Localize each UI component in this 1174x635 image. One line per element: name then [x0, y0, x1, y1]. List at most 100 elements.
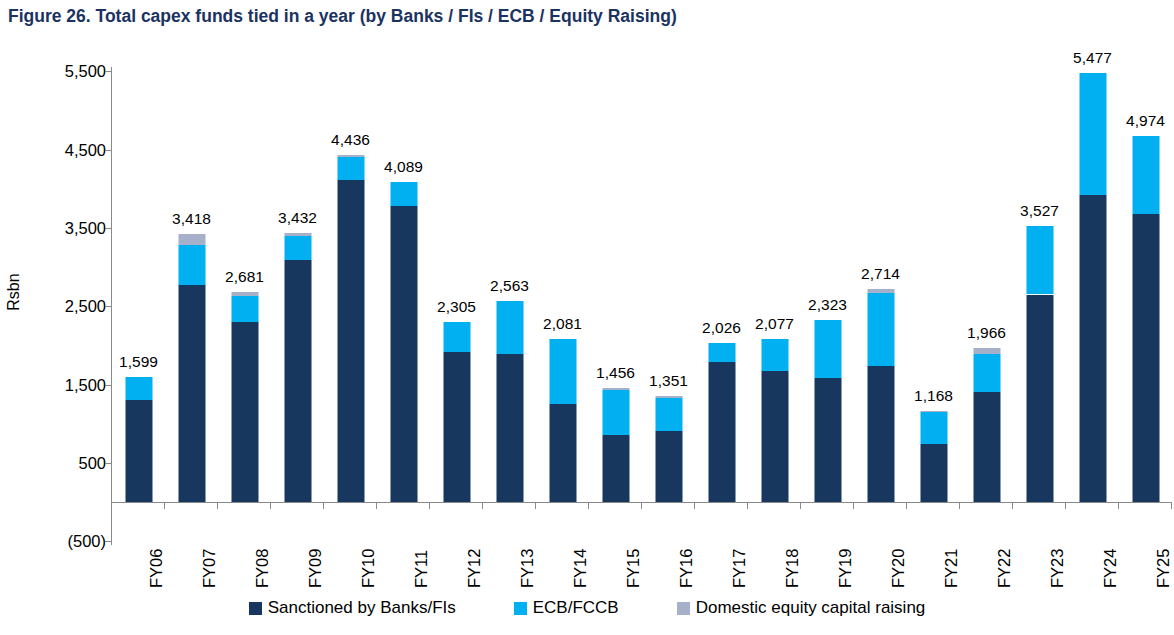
y-tick-label: 4,500 — [40, 142, 106, 158]
legend-label: Domestic equity capital raising — [696, 598, 926, 618]
y-tick-mark — [105, 228, 111, 229]
bar-segment-fy13 — [496, 354, 523, 502]
legend-item: Sanctioned by Banks/FIs — [249, 598, 456, 618]
bar-segment-fy17 — [708, 343, 735, 362]
x-category-label: FY18 — [783, 549, 802, 588]
bar-segment-fy21 — [920, 412, 947, 444]
x-tick-mark — [588, 502, 589, 509]
y-tick-label: 5,500 — [40, 63, 106, 79]
bar-fy08: 2,681 — [218, 0, 271, 502]
x-tick-mark — [694, 502, 695, 509]
bar-segment-fy14 — [549, 404, 576, 502]
bar-fy07: 3,418 — [165, 0, 218, 502]
bar-segment-fy17 — [708, 362, 735, 502]
bar-segment-fy16 — [655, 431, 682, 502]
bar-segment-fy25 — [1132, 214, 1159, 502]
bar-segment-fy22 — [973, 348, 1000, 353]
legend-swatch-icon — [249, 602, 262, 615]
x-tick-mark — [1118, 502, 1119, 509]
bar-total-label: 2,714 — [861, 265, 900, 283]
bar-segment-fy09 — [284, 236, 311, 259]
x-category-label: FY25 — [1154, 549, 1173, 588]
bar-fy13: 2,563 — [483, 0, 536, 502]
bar-segment-fy24 — [1079, 195, 1106, 502]
y-tick-mark — [105, 463, 111, 464]
legend-label: ECB/FCCB — [533, 598, 619, 618]
bar-segment-fy21 — [920, 411, 947, 413]
bar-segment-fy19 — [814, 320, 841, 378]
bar-segment-fy15 — [602, 390, 629, 435]
x-tick-mark — [270, 502, 271, 509]
bar-total-label: 1,456 — [596, 364, 635, 382]
bar-fy17: 2,026 — [695, 0, 748, 502]
y-tick-mark — [105, 385, 111, 386]
bar-total-label: 2,323 — [808, 296, 847, 314]
y-tick-label: 2,500 — [40, 298, 106, 314]
x-tick-mark — [1171, 502, 1172, 509]
bar-total-label: 3,418 — [172, 210, 211, 228]
x-category-label: FY07 — [200, 549, 219, 588]
x-category-label: FY13 — [518, 549, 537, 588]
bar-total-label: 3,527 — [1020, 202, 1059, 220]
bar-segment-fy10 — [337, 180, 364, 502]
x-category-label: FY19 — [836, 549, 855, 588]
bar-fy06: 1,599 — [112, 0, 165, 502]
bar-fy10: 4,436 — [324, 0, 377, 502]
bar-segment-fy22 — [973, 392, 1000, 502]
bar-segment-fy18 — [761, 371, 788, 502]
bar-segment-fy10 — [337, 155, 364, 157]
x-tick-mark — [429, 502, 430, 509]
bar-fy24: 5,477 — [1066, 0, 1119, 502]
x-category-label: FY16 — [677, 549, 696, 588]
x-tick-mark — [641, 502, 642, 509]
x-tick-mark — [217, 502, 218, 509]
bar-total-label: 2,305 — [437, 298, 476, 316]
bar-fy23: 3,527 — [1013, 0, 1066, 502]
bar-segment-fy13 — [496, 301, 523, 354]
x-category-label: FY17 — [730, 549, 749, 588]
bar-segment-fy22 — [973, 354, 1000, 393]
capex-funds-chart: Figure 26. Total capex funds tied in a y… — [0, 0, 1174, 635]
bar-fy22: 1,966 — [960, 0, 1013, 502]
y-tick-mark — [105, 150, 111, 151]
bar-fy20: 2,714 — [854, 0, 907, 502]
x-tick-mark — [482, 502, 483, 509]
y-tick-mark — [105, 306, 111, 307]
bar-segment-fy25 — [1132, 136, 1159, 214]
bar-segment-fy08 — [231, 292, 258, 296]
y-tick-mark — [105, 541, 111, 542]
x-category-label: FY10 — [359, 549, 378, 588]
bar-segment-fy08 — [231, 322, 258, 502]
x-category-label: FY08 — [253, 549, 272, 588]
bar-fy12: 2,305 — [430, 0, 483, 502]
legend: Sanctioned by Banks/FIs ECB/FCCB Domestic … — [0, 598, 1174, 618]
bar-segment-fy16 — [655, 398, 682, 431]
bar-fy15: 1,456 — [589, 0, 642, 502]
bar-total-label: 1,599 — [119, 353, 158, 371]
bar-fy11: 4,089 — [377, 0, 430, 502]
bar-total-label: 2,077 — [755, 315, 794, 333]
bar-fy25: 4,974 — [1119, 0, 1172, 502]
legend-item: ECB/FCCB — [514, 598, 619, 618]
bar-segment-fy07 — [178, 234, 205, 245]
bar-segment-fy19 — [814, 378, 841, 502]
y-tick-label: 1,500 — [40, 377, 106, 393]
bar-segment-fy09 — [284, 260, 311, 502]
bar-segment-fy10 — [337, 157, 364, 180]
bar-total-label: 5,477 — [1073, 49, 1112, 67]
x-tick-mark — [959, 502, 960, 509]
bar-segment-fy07 — [178, 245, 205, 285]
legend-item: Domestic equity capital raising — [677, 598, 926, 618]
x-category-label: FY06 — [147, 549, 166, 588]
x-tick-mark — [111, 502, 112, 509]
bar-segment-fy18 — [761, 339, 788, 371]
bar-segment-fy14 — [549, 339, 576, 404]
bar-segment-fy09 — [284, 233, 311, 236]
legend-swatch-icon — [514, 602, 527, 615]
y-axis-title: Rsbn — [5, 232, 23, 352]
x-tick-mark — [323, 502, 324, 509]
x-category-label: FY24 — [1101, 549, 1120, 588]
x-category-label: FY11 — [412, 550, 431, 588]
bar-total-label: 1,351 — [649, 372, 688, 390]
bar-total-label: 3,432 — [278, 209, 317, 227]
